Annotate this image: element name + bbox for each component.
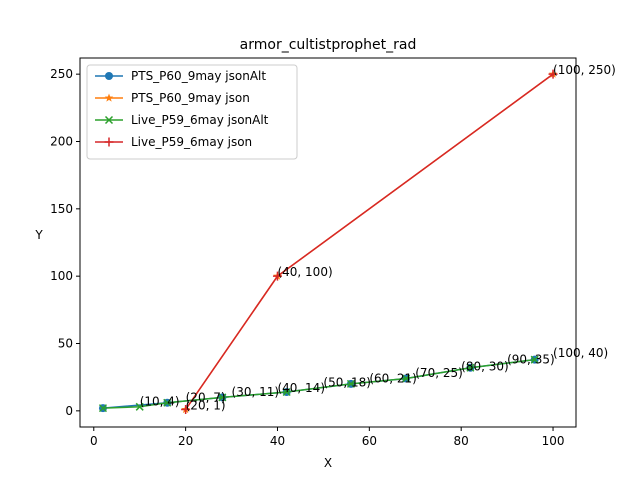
legend: PTS_P60_9may jsonAlt PTS_P60_9may json Liv…: [86, 64, 298, 160]
point-annotation: (40, 14): [277, 381, 325, 395]
legend-label: PTS_P60_9may json: [131, 91, 250, 105]
data-point: [530, 355, 539, 364]
data-point: [135, 402, 144, 411]
x-tick-label: 20: [178, 434, 193, 448]
y-tick-label: 100: [50, 269, 73, 283]
plot-frame: [79, 57, 577, 428]
x-tick-label: 40: [270, 434, 285, 448]
y-tick-label: 150: [50, 202, 73, 216]
data-point: [98, 404, 107, 413]
legend-item: Live_P59_6may json: [95, 135, 252, 149]
x-tick-label: 0: [90, 434, 98, 448]
point-annotation: (70, 25): [415, 366, 463, 380]
plot-area: [98, 69, 558, 414]
legend-marker: [104, 137, 114, 147]
point-annotation: (60, 21): [369, 372, 417, 386]
legend-marker: [105, 72, 113, 80]
data-point: [181, 404, 191, 414]
legend-label: Live_P59_6may json: [131, 135, 252, 149]
legend-label: PTS_P60_9may jsonAlt: [131, 69, 266, 83]
data-point: [402, 374, 411, 383]
legend-marker: [104, 93, 114, 102]
x-axis: 0 20 40 60 80 100: [90, 427, 565, 448]
point-annotation: (40, 100): [277, 265, 332, 279]
y-tick-label: 0: [65, 404, 73, 418]
chart-title: armor_cultistprophet_rad: [240, 37, 417, 53]
y-axis: 0 50 100 150 200 250: [50, 67, 80, 418]
legend-label: Live_P59_6may jsonAlt: [131, 113, 269, 127]
y-tick-label: 50: [58, 337, 73, 351]
x-tick-label: 80: [454, 434, 469, 448]
legend-marker: [104, 115, 114, 125]
series-4: [181, 69, 558, 414]
legend-item: PTS_P60_9may jsonAlt: [95, 69, 266, 83]
legend-item: PTS_P60_9may json: [95, 91, 250, 105]
x-tick-label: 60: [362, 434, 377, 448]
annotations: (10, 4) (20, 1)(20, 7) (30, 11)(40, 14) (40…: [140, 63, 616, 412]
point-annotation: (100, 40): [553, 346, 608, 360]
point-annotation: (80, 30): [461, 359, 509, 373]
legend-box: [86, 64, 298, 160]
y-tick-label: 250: [50, 67, 73, 81]
point-annotation: (20, 7): [186, 390, 226, 404]
data-point: [282, 387, 291, 397]
point-annotation: (20, 1): [186, 398, 226, 412]
point-annotation: (100, 250): [553, 63, 616, 77]
y-tick-label: 200: [50, 134, 73, 148]
data-point: [272, 271, 282, 281]
data-point: [218, 393, 227, 402]
data-point: [346, 379, 355, 388]
point-annotation: (50, 18): [323, 376, 371, 390]
data-point: [548, 69, 558, 79]
data-point: [163, 398, 172, 407]
x-axis-label: X: [324, 456, 332, 470]
legend-item: Live_P59_6may jsonAlt: [95, 113, 269, 127]
data-point: [466, 363, 475, 372]
point-annotation: (30, 11): [232, 385, 280, 399]
series-3: [98, 355, 539, 413]
x-tick-label: 100: [542, 434, 565, 448]
y-axis-label: Y: [34, 228, 43, 242]
point-annotation: (90, 35): [507, 353, 555, 367]
point-annotation: (10, 4): [140, 394, 180, 408]
